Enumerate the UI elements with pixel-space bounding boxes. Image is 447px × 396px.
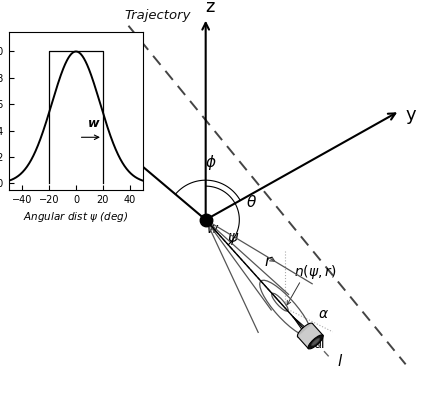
Text: dl: dl [314,338,325,351]
Ellipse shape [312,338,320,346]
Text: x: x [37,80,47,98]
Text: r: r [264,254,270,269]
Text: w: w [207,222,218,236]
Ellipse shape [297,323,313,337]
Text: y: y [406,106,416,124]
Text: $\psi$: $\psi$ [227,231,239,247]
Ellipse shape [308,335,323,349]
Text: $\alpha$: $\alpha$ [318,307,329,321]
Text: Trajectory: Trajectory [125,9,191,22]
Text: $\phi$: $\phi$ [205,153,217,172]
Text: $n(\psi,r)$: $n(\psi,r)$ [294,263,336,282]
Text: z: z [206,0,215,16]
Text: l: l [338,354,342,369]
Text: $\theta$: $\theta$ [246,194,257,210]
Polygon shape [298,324,323,348]
Text: w: w [88,117,99,130]
X-axis label: Angular dist $\psi$ (deg): Angular dist $\psi$ (deg) [23,211,129,225]
